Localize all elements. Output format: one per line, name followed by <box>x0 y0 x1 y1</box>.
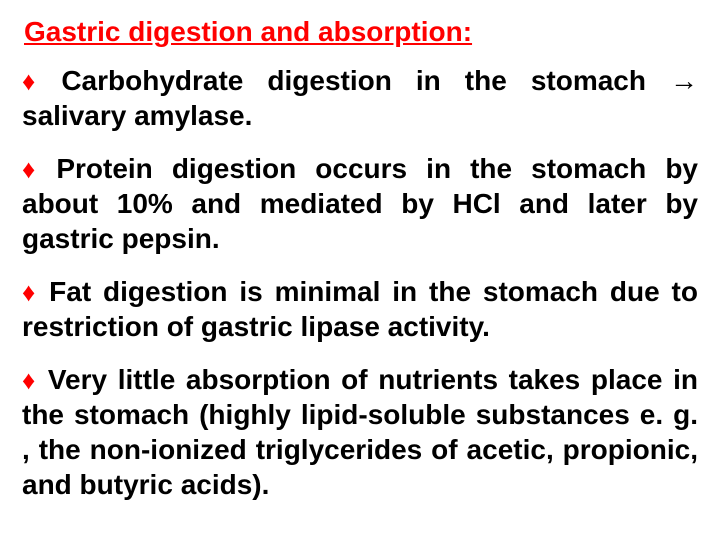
diamond-icon: ♦ <box>22 364 35 397</box>
bullet-item: ♦ Very little absorption of nutrients ta… <box>22 362 698 502</box>
slide-title: Gastric digestion and absorption: <box>24 14 698 49</box>
bullet-text: Very little absorption of nutrients take… <box>22 364 698 500</box>
bullet-text-pre: Carbohydrate digestion in the stomach <box>37 65 670 96</box>
diamond-icon: ♦ <box>22 153 35 186</box>
arrow-icon: → <box>670 65 698 96</box>
diamond-icon: ♦ <box>22 276 35 309</box>
bullet-text: Protein digestion occurs in the stomach … <box>22 153 698 254</box>
bullet-text-post: salivary amylase. <box>22 100 252 131</box>
diamond-icon: ♦ <box>22 65 35 98</box>
bullet-text: Fat digestion is minimal in the stomach … <box>22 276 698 342</box>
bullet-item: ♦ Fat digestion is minimal in the stomac… <box>22 274 698 344</box>
bullet-item: ♦ Carbohydrate digestion in the stomach … <box>22 63 698 133</box>
bullet-item: ♦ Protein digestion occurs in the stomac… <box>22 151 698 256</box>
slide: Gastric digestion and absorption: ♦ Carb… <box>0 0 720 540</box>
